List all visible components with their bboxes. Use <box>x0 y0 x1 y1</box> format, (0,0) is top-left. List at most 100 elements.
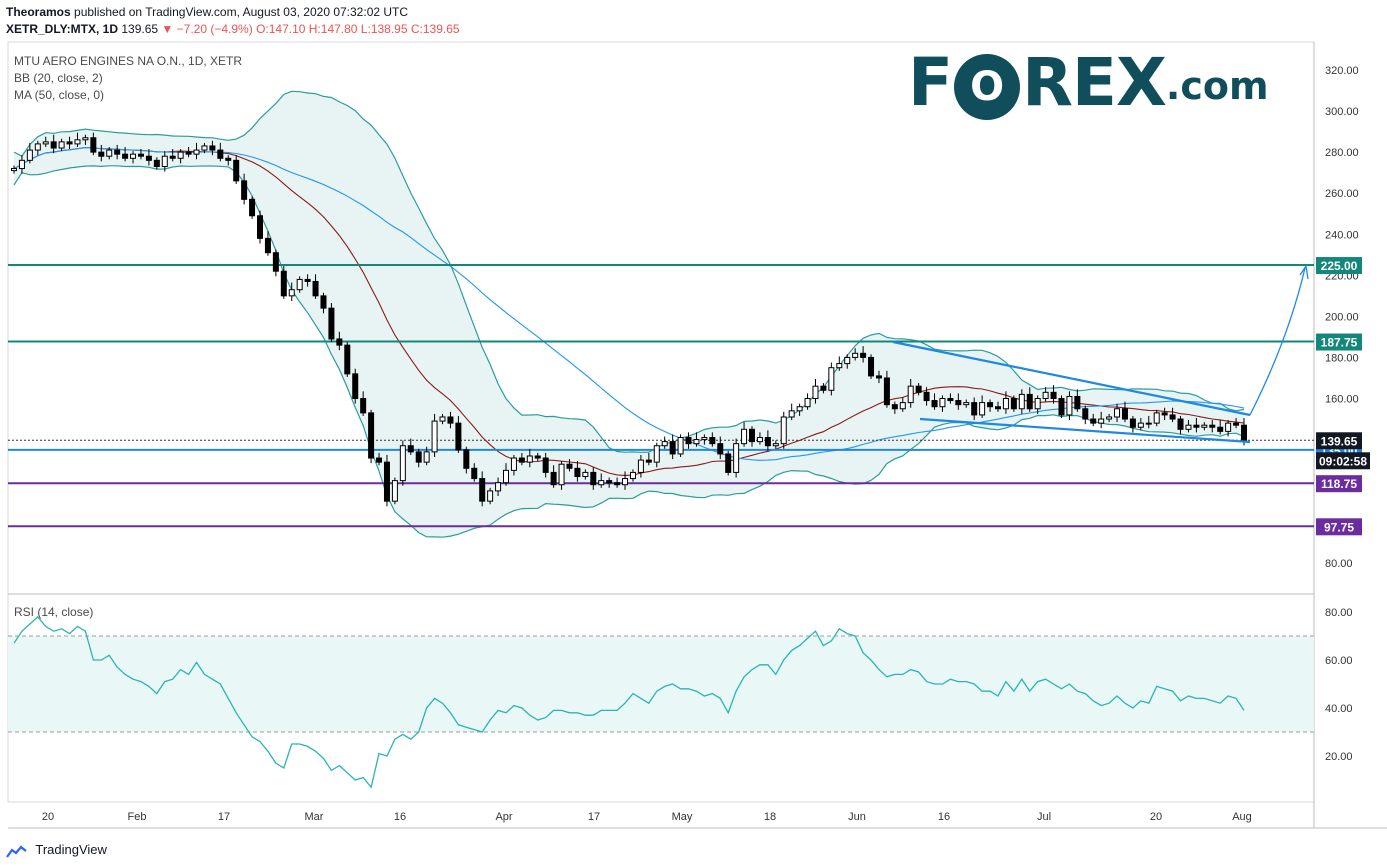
candle <box>391 480 398 502</box>
candle <box>796 406 803 412</box>
candle <box>804 398 811 408</box>
candle <box>645 459 652 463</box>
candle <box>899 402 906 410</box>
candle <box>749 428 755 443</box>
candle <box>145 155 152 161</box>
time-tick-label: 20 <box>42 811 54 823</box>
time-tick-label: Feb <box>128 811 147 823</box>
candle <box>741 428 748 445</box>
candle <box>661 441 668 447</box>
candle <box>463 449 470 469</box>
footer-brand: TradingView <box>35 842 107 857</box>
candle <box>399 445 406 482</box>
candle <box>407 445 414 453</box>
candle <box>534 455 541 459</box>
candle <box>1010 398 1017 410</box>
candle <box>677 437 684 455</box>
candle <box>439 416 446 422</box>
candle <box>1153 412 1160 424</box>
candle <box>58 141 65 149</box>
tag-bg <box>1316 257 1362 275</box>
candle <box>479 478 486 502</box>
candle <box>582 471 589 478</box>
rsi-tick-label: 60.00 <box>1325 655 1353 667</box>
time-tick-label: May <box>672 811 693 823</box>
candle <box>336 338 343 346</box>
candle <box>177 151 184 159</box>
candle <box>209 145 216 151</box>
price-tick-label: 200.00 <box>1325 311 1359 323</box>
candle <box>1185 424 1192 430</box>
candle <box>1233 422 1240 426</box>
tradingview-footer[interactable]: TradingView <box>6 842 107 858</box>
candle <box>66 141 73 145</box>
candle <box>225 157 232 161</box>
price-tick-label: 160.00 <box>1325 394 1359 406</box>
symbol-name: XETR_DLY:MTX, 1D <box>6 22 119 36</box>
candle <box>272 252 279 272</box>
price-change: −7.20 (−4.9%) <box>176 22 253 36</box>
candle <box>526 455 533 463</box>
countdown-bg <box>1316 452 1370 470</box>
candle <box>122 153 129 159</box>
candle <box>788 410 795 418</box>
level-tag-187.75: 187.75 <box>1316 333 1362 351</box>
candle <box>1201 424 1208 428</box>
candle <box>431 420 438 453</box>
candle <box>574 467 581 478</box>
candle <box>1169 414 1176 420</box>
candle <box>606 480 613 484</box>
candle <box>257 215 263 239</box>
tag-label: 139.65 <box>1321 434 1358 448</box>
candle <box>693 439 700 445</box>
tag-bg <box>1316 432 1362 450</box>
candle <box>1217 426 1224 432</box>
candle <box>931 400 938 408</box>
candle <box>637 459 644 473</box>
candle <box>106 149 113 157</box>
candle <box>614 482 621 486</box>
tag-label: 97.75 <box>1324 520 1354 534</box>
candle <box>34 143 41 151</box>
candle <box>987 402 994 408</box>
candle <box>725 453 732 473</box>
candle <box>50 141 57 149</box>
candle <box>875 375 882 379</box>
candle <box>915 385 922 393</box>
breakout-arrow <box>1249 267 1306 416</box>
chart-title: MTU AERO ENGINES NA O.N., 1D, XETR <box>14 54 243 68</box>
candle <box>90 137 97 153</box>
tag-bg <box>1316 333 1362 351</box>
price-tick-label: 180.00 <box>1325 352 1359 364</box>
time-tick-label: Apr <box>495 811 512 823</box>
candle <box>193 149 200 155</box>
candle <box>328 307 335 340</box>
tag-label: 225.00 <box>1321 259 1358 273</box>
candle <box>550 471 557 486</box>
candle <box>955 400 962 406</box>
price-tick-label: 80.00 <box>1325 558 1353 570</box>
publisher-name: Theoramos <box>6 5 71 19</box>
candle <box>590 471 597 486</box>
bollinger-upper-line <box>13 90 1245 453</box>
price-tick-label: 320.00 <box>1325 65 1359 77</box>
bb-indicator-label[interactable]: BB (20, close, 2) <box>14 71 103 85</box>
ma-indicator-label[interactable]: MA (50, close, 0) <box>14 88 105 102</box>
tradingview-logo-icon <box>6 845 27 858</box>
candle <box>296 278 303 291</box>
wedge-lower-trendline <box>919 417 1251 444</box>
candle <box>368 412 375 459</box>
rsi-indicator-label[interactable]: RSI (14, close) <box>14 605 94 619</box>
countdown-label: 09:02:58 <box>1319 454 1367 468</box>
price-tick-label: 300.00 <box>1325 106 1359 118</box>
candle <box>280 270 287 297</box>
candle <box>383 461 390 502</box>
candle <box>653 445 660 463</box>
candle <box>828 367 835 391</box>
candle <box>518 457 525 463</box>
time-tick-label: 16 <box>394 811 406 823</box>
time-tick-label: Aug <box>1232 811 1252 823</box>
time-tick-label: 17 <box>218 811 230 823</box>
candle <box>510 457 517 471</box>
